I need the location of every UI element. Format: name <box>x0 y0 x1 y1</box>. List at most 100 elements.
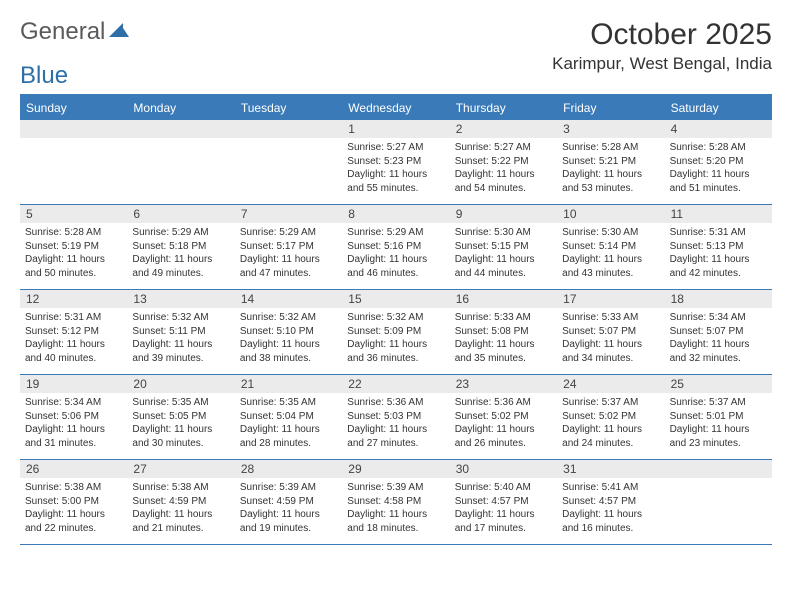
sunset: Sunset: 5:11 PM <box>132 325 229 339</box>
logo: General <box>20 18 131 46</box>
day-info: Sunrise: 5:36 AMSunset: 5:03 PMDaylight:… <box>347 396 444 450</box>
daylight: Daylight: 11 hours and 28 minutes. <box>240 423 337 450</box>
daylight: Daylight: 11 hours and 35 minutes. <box>455 338 552 365</box>
day-number: 15 <box>342 290 449 308</box>
sunrise: Sunrise: 5:37 AM <box>562 396 659 410</box>
day-header: Saturday <box>665 96 772 120</box>
daylight: Daylight: 11 hours and 34 minutes. <box>562 338 659 365</box>
daylight: Daylight: 11 hours and 36 minutes. <box>347 338 444 365</box>
sunrise: Sunrise: 5:33 AM <box>455 311 552 325</box>
calendar-cell: 30 Sunrise: 5:40 AMSunset: 4:57 PMDayligh… <box>450 460 557 544</box>
sunset: Sunset: 4:58 PM <box>347 495 444 509</box>
calendar-cell: 3Sunrise: 5:28 AMSunset: 5:21 PMDaylight… <box>557 120 664 204</box>
sunset: Sunset: 5:12 PM <box>25 325 122 339</box>
sunrise: Sunrise: 5:31 AM <box>25 311 122 325</box>
sunset: Sunset: 5:10 PM <box>240 325 337 339</box>
calendar-cell <box>20 120 127 204</box>
day-number: 10 <box>557 205 664 223</box>
sunrise: Sunrise: 5:32 AM <box>347 311 444 325</box>
day-number: 30 <box>450 460 557 478</box>
daylight: Daylight: 11 hours and 30 minutes. <box>132 423 229 450</box>
day-number: 24 <box>557 375 664 393</box>
calendar-cell: 7Sunrise: 5:29 AMSunset: 5:17 PMDaylight… <box>235 205 342 289</box>
sunset: Sunset: 4:59 PM <box>132 495 229 509</box>
day-header: Friday <box>557 96 664 120</box>
day-info: Sunrise: 5:38 AMSunset: 5:00 PMDaylight:… <box>25 481 122 535</box>
daylight: Daylight: 11 hours and 49 minutes. <box>132 253 229 280</box>
daylight: Daylight: 11 hours and 31 minutes. <box>25 423 122 450</box>
calendar-cell: 2Sunrise: 5:27 AMSunset: 5:22 PMDaylight… <box>450 120 557 204</box>
day-info: Sunrise: 5:37 AMSunset: 5:01 PMDaylight:… <box>670 396 767 450</box>
calendar-cell: 11 Sunrise: 5:31 AMSunset: 5:13 PMDayligh… <box>665 205 772 289</box>
sunrise: Sunrise: 5:40 AM <box>455 481 552 495</box>
day-info: Sunrise: 5:31 AMSunset: 5:13 PMDaylight:… <box>670 226 767 280</box>
sunset: Sunset: 4:57 PM <box>562 495 659 509</box>
day-number: 29 <box>342 460 449 478</box>
sunrise: Sunrise: 5:30 AM <box>455 226 552 240</box>
calendar-cell: 14 Sunrise: 5:32 AMSunset: 5:10 PMDayligh… <box>235 290 342 374</box>
sunrise: Sunrise: 5:37 AM <box>670 396 767 410</box>
sunrise: Sunrise: 5:28 AM <box>670 141 767 155</box>
day-number: 18 <box>665 290 772 308</box>
calendar-cell: 26Sunrise: 5:38 AMSunset: 5:00 PMDayligh… <box>20 460 127 544</box>
day-info: Sunrise: 5:40 AMSunset: 4:57 PMDaylight:… <box>455 481 552 535</box>
day-info: Sunrise: 5:33 AMSunset: 5:08 PMDaylight:… <box>455 311 552 365</box>
sunset: Sunset: 5:01 PM <box>670 410 767 424</box>
day-number: 23 <box>450 375 557 393</box>
day-number: 6 <box>127 205 234 223</box>
day-info: Sunrise: 5:32 AMSunset: 5:10 PMDaylight:… <box>240 311 337 365</box>
sunset: Sunset: 5:03 PM <box>347 410 444 424</box>
day-info: Sunrise: 5:36 AMSunset: 5:02 PMDaylight:… <box>455 396 552 450</box>
daylight: Daylight: 11 hours and 22 minutes. <box>25 508 122 535</box>
calendar-cell: 22 Sunrise: 5:36 AMSunset: 5:03 PMDayligh… <box>342 375 449 459</box>
sunset: Sunset: 5:07 PM <box>670 325 767 339</box>
week-row: 12Sunrise: 5:31 AMSunset: 5:12 PMDayligh… <box>20 290 772 375</box>
sunset: Sunset: 5:02 PM <box>562 410 659 424</box>
day-number: 11 <box>665 205 772 223</box>
day-info: Sunrise: 5:30 AMSunset: 5:14 PMDaylight:… <box>562 226 659 280</box>
daylight: Daylight: 11 hours and 40 minutes. <box>25 338 122 365</box>
sunset: Sunset: 5:20 PM <box>670 155 767 169</box>
sunset: Sunset: 5:18 PM <box>132 240 229 254</box>
calendar-cell: 4Sunrise: 5:28 AMSunset: 5:20 PMDaylight… <box>665 120 772 204</box>
sunset: Sunset: 5:04 PM <box>240 410 337 424</box>
logo-text-2: Blue <box>20 62 68 89</box>
day-number: 20 <box>127 375 234 393</box>
sunset: Sunset: 5:23 PM <box>347 155 444 169</box>
sunset: Sunset: 5:05 PM <box>132 410 229 424</box>
day-info: Sunrise: 5:34 AMSunset: 5:07 PMDaylight:… <box>670 311 767 365</box>
sunset: Sunset: 5:08 PM <box>455 325 552 339</box>
daylight: Daylight: 11 hours and 38 minutes. <box>240 338 337 365</box>
sunset: Sunset: 5:09 PM <box>347 325 444 339</box>
day-number <box>235 120 342 138</box>
calendar-cell: 12Sunrise: 5:31 AMSunset: 5:12 PMDayligh… <box>20 290 127 374</box>
calendar-cell: 27Sunrise: 5:38 AMSunset: 4:59 PMDayligh… <box>127 460 234 544</box>
day-header: Tuesday <box>235 96 342 120</box>
day-info: Sunrise: 5:32 AMSunset: 5:09 PMDaylight:… <box>347 311 444 365</box>
sunset: Sunset: 5:13 PM <box>670 240 767 254</box>
sunset: Sunset: 5:02 PM <box>455 410 552 424</box>
sunrise: Sunrise: 5:38 AM <box>25 481 122 495</box>
day-number: 31 <box>557 460 664 478</box>
calendar-cell: 31Sunrise: 5:41 AMSunset: 4:57 PMDayligh… <box>557 460 664 544</box>
day-number: 16 <box>450 290 557 308</box>
month-title: October 2025 <box>552 18 772 52</box>
daylight: Daylight: 11 hours and 54 minutes. <box>455 168 552 195</box>
daylight: Daylight: 11 hours and 42 minutes. <box>670 253 767 280</box>
sunset: Sunset: 5:16 PM <box>347 240 444 254</box>
day-number: 22 <box>342 375 449 393</box>
day-header: Thursday <box>450 96 557 120</box>
daylight: Daylight: 11 hours and 51 minutes. <box>670 168 767 195</box>
day-number: 5 <box>20 205 127 223</box>
sunrise: Sunrise: 5:39 AM <box>240 481 337 495</box>
daylight: Daylight: 11 hours and 39 minutes. <box>132 338 229 365</box>
day-header: Wednesday <box>342 96 449 120</box>
day-header: Monday <box>127 96 234 120</box>
sunrise: Sunrise: 5:32 AM <box>132 311 229 325</box>
daylight: Daylight: 11 hours and 55 minutes. <box>347 168 444 195</box>
day-number: 14 <box>235 290 342 308</box>
day-info: Sunrise: 5:28 AMSunset: 5:20 PMDaylight:… <box>670 141 767 195</box>
sunrise: Sunrise: 5:41 AM <box>562 481 659 495</box>
calendar: SundayMondayTuesdayWednesdayThursdayFrid… <box>20 94 772 545</box>
daylight: Daylight: 11 hours and 32 minutes. <box>670 338 767 365</box>
